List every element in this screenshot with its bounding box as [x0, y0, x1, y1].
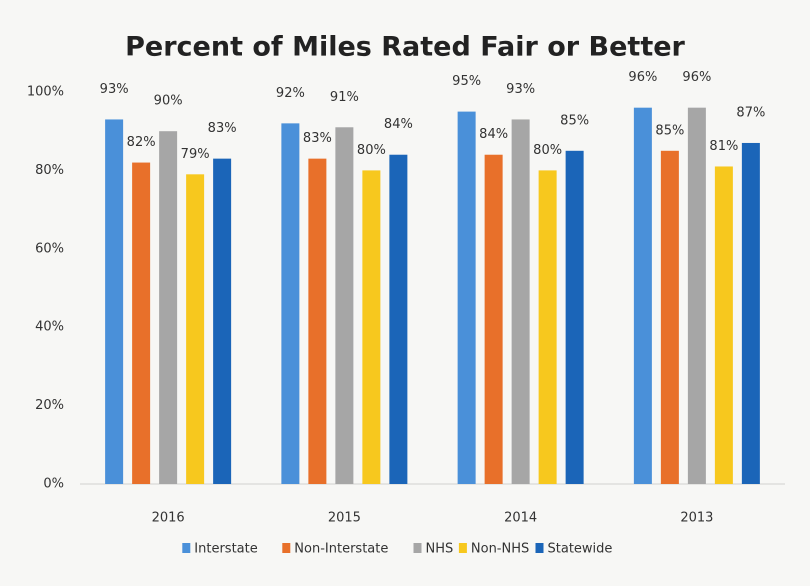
bar [362, 170, 381, 484]
legend-label: Non-Interstate [294, 542, 388, 557]
legend-swatch [458, 543, 467, 553]
value-label: 95% [452, 74, 481, 89]
legend-swatch [413, 543, 422, 553]
value-label: 84% [479, 127, 508, 142]
bar [105, 119, 124, 484]
value-label: 90% [154, 94, 183, 109]
value-label: 79% [181, 147, 210, 162]
bar [159, 131, 178, 484]
value-label: 92% [276, 86, 305, 101]
value-label: 84% [384, 117, 413, 132]
x-tick-label: 2013 [680, 511, 713, 526]
value-label: 85% [560, 113, 589, 128]
value-label: 96% [682, 70, 711, 85]
chart-title: Percent of Miles Rated Fair or Better [125, 32, 685, 63]
y-tick-label: 60% [35, 241, 64, 256]
bar [538, 170, 557, 484]
bar [714, 166, 733, 485]
legend-label: Statewide [548, 542, 613, 557]
value-label: 80% [357, 143, 386, 158]
bar [281, 123, 300, 485]
value-label: 93% [100, 82, 129, 97]
x-tick-label: 2014 [504, 511, 537, 526]
bar [484, 154, 503, 484]
value-label: 82% [127, 135, 156, 150]
x-tick-label: 2016 [152, 511, 185, 526]
y-tick-label: 100% [27, 85, 64, 100]
bar [687, 107, 706, 485]
bar [633, 107, 652, 485]
y-tick-label: 80% [35, 163, 64, 178]
legend-label: Interstate [194, 542, 257, 557]
legend-label: Non-NHS [471, 542, 529, 557]
value-label: 93% [506, 82, 535, 97]
y-tick-label: 0% [43, 477, 64, 492]
bar [213, 158, 232, 484]
bar [741, 142, 760, 484]
bar [457, 111, 476, 484]
value-label: 83% [208, 121, 237, 136]
bar [565, 150, 584, 485]
bar [335, 127, 354, 484]
value-label: 91% [330, 90, 359, 105]
value-label: 96% [628, 70, 657, 85]
value-label: 80% [533, 143, 562, 158]
value-label: 87% [736, 105, 765, 120]
legend-label: NHS [426, 542, 454, 557]
legend-swatch [535, 543, 544, 553]
value-label: 81% [709, 139, 738, 154]
legend-swatch [182, 543, 191, 553]
y-tick-label: 20% [35, 398, 64, 413]
legend-swatch [282, 543, 291, 553]
bar [308, 158, 327, 484]
bar [660, 150, 679, 485]
bar [389, 154, 408, 484]
bar [132, 162, 151, 484]
bar [186, 174, 205, 484]
x-tick-label: 2015 [328, 511, 361, 526]
y-tick-label: 40% [35, 320, 64, 335]
value-label: 85% [655, 123, 684, 138]
value-label: 83% [303, 131, 332, 146]
bar [511, 119, 530, 484]
